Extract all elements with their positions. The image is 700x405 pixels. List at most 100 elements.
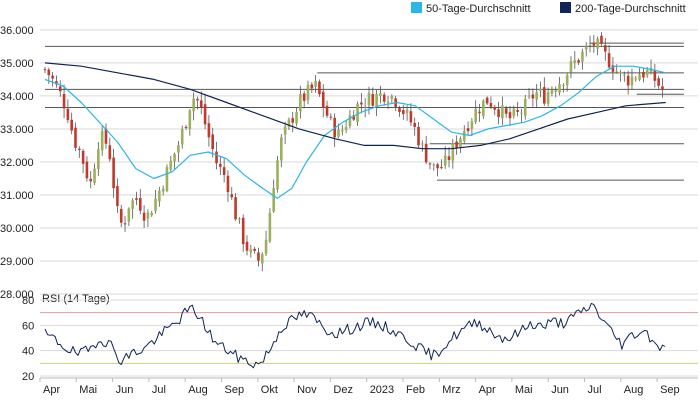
candle-body [188, 110, 192, 130]
candle-body [550, 89, 554, 94]
candle-body [504, 108, 508, 114]
sma50-line [44, 65, 666, 199]
candle-body [199, 100, 203, 108]
candle-body [584, 46, 588, 50]
legend-sma50: 50-Tage-Durchschnitt [411, 2, 531, 15]
candle-body [661, 86, 664, 90]
x-tick-label: Aug [188, 384, 208, 396]
candle-body [440, 167, 443, 169]
candle-body [459, 138, 462, 148]
candle-body [245, 241, 249, 251]
rsi-y-tick-label: 40 [22, 346, 34, 358]
candle-body [603, 45, 607, 52]
candle-body [230, 194, 234, 198]
candle-body [573, 60, 577, 64]
candle-body [314, 80, 317, 87]
candle-body [337, 129, 340, 137]
candle-body [238, 218, 241, 220]
candle-body [207, 123, 211, 138]
legend-swatch-icon [560, 2, 571, 13]
candle-body [577, 60, 580, 63]
candle-body [192, 98, 195, 112]
candle-body [626, 75, 630, 86]
x-tick-label: Nov [297, 384, 317, 396]
candle-body [405, 109, 409, 114]
candle-body [93, 168, 96, 183]
candle-body [104, 128, 108, 144]
candle-body [501, 105, 504, 119]
candle-body [226, 175, 230, 193]
candle-body [264, 239, 268, 254]
candle-body [222, 167, 226, 175]
candle-body [367, 92, 371, 106]
candle-body [180, 129, 184, 145]
candle-body [291, 118, 295, 123]
candle-body [592, 42, 596, 46]
candle-body [249, 249, 253, 253]
x-tick-label: Jun [551, 384, 569, 396]
candle-body [173, 153, 176, 162]
candle-body [234, 197, 237, 220]
price-y-tick-label: 30.000 [0, 223, 34, 235]
candle-body [276, 160, 279, 190]
candle-body [634, 78, 638, 80]
candle-body [62, 93, 66, 109]
candle-body [135, 198, 138, 200]
candle-body [630, 76, 634, 86]
candle-body [154, 198, 157, 212]
candle-body [470, 121, 474, 129]
x-tick-label: Mai [515, 384, 533, 396]
candle-body [466, 128, 470, 132]
price-y-tick-label: 34.000 [0, 91, 34, 103]
rsi-line [44, 302, 666, 369]
candle-body [451, 143, 455, 161]
candle-body [554, 90, 558, 92]
candle-body [615, 71, 619, 73]
price-y-tick-label: 31.000 [0, 190, 34, 202]
candle-body [302, 93, 306, 101]
candle-body [417, 126, 420, 146]
candle-body [100, 130, 104, 151]
candle-body [119, 208, 123, 223]
candle-body [596, 38, 599, 49]
candle-body [478, 111, 481, 114]
x-tick-label: Mrz [442, 384, 460, 396]
candle-body [66, 108, 70, 121]
legend-label-sma200: 200-Tage-Durchschnitt [575, 3, 686, 15]
candle-body [138, 198, 142, 211]
candle-body [268, 212, 272, 242]
x-tick-label: Jul [588, 384, 602, 396]
candle-body [653, 70, 657, 81]
candle-body [47, 69, 51, 76]
candle-body [527, 95, 531, 97]
price-y-tick-label: 28.000 [0, 289, 34, 301]
candle-body [211, 134, 215, 150]
candle-body [535, 92, 538, 100]
candle-body [531, 94, 535, 99]
candle-body [516, 110, 519, 112]
candle-body [512, 108, 516, 116]
candle-body [588, 44, 592, 46]
candle-body [390, 96, 394, 99]
candle-body [497, 109, 500, 118]
candle-body [657, 78, 660, 86]
candle-body [413, 122, 417, 127]
rsi-y-tick-label: 20 [22, 371, 34, 383]
candle-body [321, 91, 325, 108]
candle-body [455, 141, 458, 149]
candle-body [447, 156, 451, 161]
candle-body [569, 60, 573, 73]
legend-label-sma50: 50-Tage-Durchschnitt [426, 3, 531, 15]
x-tick-label: Feb [406, 384, 425, 396]
candle-body [409, 111, 413, 123]
candle-body [283, 126, 287, 135]
x-tick-label: Sep [660, 384, 680, 396]
candle-body [379, 93, 382, 97]
candle-body [241, 217, 245, 245]
candle-body [363, 106, 367, 108]
candle-body [382, 94, 386, 102]
candle-body [123, 223, 127, 225]
legend-swatch-icon [411, 2, 422, 13]
candle-body [127, 208, 131, 222]
